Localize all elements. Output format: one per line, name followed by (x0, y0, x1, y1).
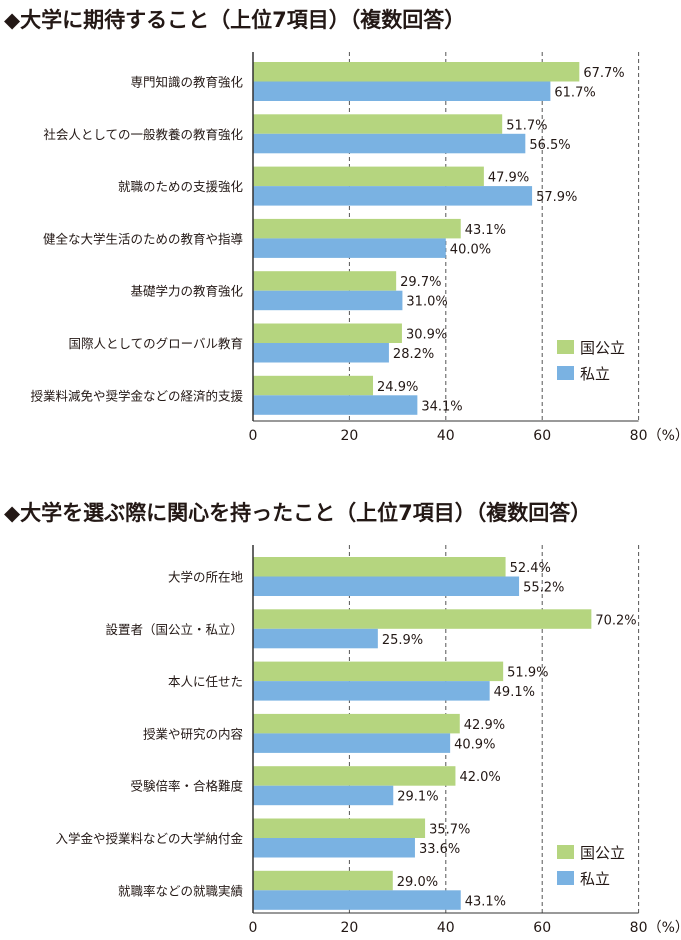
value-label: 29.7% (400, 275, 441, 290)
x-axis-unit: （%） (648, 920, 681, 936)
legend-label: 私立 (580, 870, 610, 888)
value-label: 40.9% (454, 737, 495, 752)
legend-label: 国公立 (580, 339, 625, 357)
category-label: 就職率などの就職実績 (118, 883, 243, 898)
bar-national (253, 818, 426, 838)
value-label: 70.2% (595, 613, 636, 628)
legend-swatch-private (557, 366, 574, 380)
category-label: 社会人としての一般教養の教育強化 (43, 127, 243, 142)
value-label: 40.0% (450, 242, 491, 257)
bar-private (253, 576, 520, 596)
x-tick-label: 20 (340, 428, 358, 444)
category-label: 就職のための支援強化 (118, 179, 244, 194)
category-label: 専門知識の教育強化 (130, 75, 243, 90)
bar-national (253, 375, 374, 396)
x-tick-label: 40 (437, 920, 455, 936)
bar-private (253, 290, 403, 311)
value-label: 49.1% (494, 685, 535, 700)
value-label: 29.0% (397, 875, 438, 890)
bar-private (253, 890, 461, 910)
value-label: 25.9% (382, 633, 423, 648)
x-tick-label: 60 (533, 428, 551, 444)
bar-private (253, 628, 378, 649)
value-label: 51.7% (506, 118, 547, 133)
value-label: 51.9% (507, 666, 548, 681)
bar-private (253, 81, 551, 101)
x-tick-label: 80 (630, 920, 648, 936)
bar-private (253, 186, 533, 206)
category-label: 本人に任せた (168, 674, 243, 689)
bar-national (253, 713, 460, 734)
value-label: 33.6% (419, 842, 460, 857)
legend-swatch-national (557, 340, 574, 354)
x-tick-label: 0 (249, 428, 258, 444)
x-tick-label: 80 (630, 428, 648, 444)
category-label: 大学の所在地 (168, 570, 244, 585)
value-label: 47.9% (488, 171, 529, 186)
value-label: 61.7% (554, 86, 595, 101)
category-label: 基礎学力の教育強化 (130, 284, 243, 299)
bar-private (253, 733, 451, 753)
value-label: 42.9% (464, 718, 505, 733)
value-label: 67.7% (583, 66, 624, 81)
bar-national (253, 609, 592, 629)
legend-swatch-national (557, 845, 574, 859)
bar-national (253, 661, 504, 682)
value-label: 24.9% (377, 380, 418, 395)
category-label: 入学金や授業料などの大学納付金 (55, 831, 243, 846)
value-label: 28.2% (393, 347, 434, 362)
category-label: 国際人としてのグローバル教育 (68, 336, 243, 351)
category-label: 設置者（国公立・私立） (105, 622, 243, 637)
bar-national (253, 766, 456, 786)
value-label: 52.4% (510, 561, 551, 576)
bar-private (253, 785, 394, 806)
legend-label: 国公立 (580, 844, 625, 862)
bar-national (253, 166, 484, 187)
category-label: 授業料減免や奨学金などの経済的支援 (30, 388, 243, 403)
category-label: 授業や研究の内容 (143, 726, 243, 741)
chart-title: ◆大学を選ぶ際に関心を持ったこと（上位7項目）（複数回答） (4, 501, 592, 525)
value-label: 57.9% (536, 190, 577, 205)
x-tick-label: 60 (533, 920, 551, 936)
value-label: 43.1% (465, 894, 506, 909)
category-label: 健全な大学生活のための教育や指導 (43, 231, 243, 246)
bar-private (253, 681, 490, 701)
x-tick-label: 20 (340, 920, 358, 936)
legend-swatch-private (557, 871, 574, 885)
bar-private (253, 838, 415, 858)
x-tick-label: 0 (249, 920, 258, 936)
bar-national (253, 323, 402, 343)
bar-national (253, 62, 580, 82)
bar-national (253, 114, 503, 134)
bar-national (253, 271, 397, 291)
value-label: 35.7% (429, 823, 470, 838)
value-label: 42.0% (459, 770, 500, 785)
chart-title: ◆大学に期待すること（上位7項目）（複数回答） (4, 8, 466, 32)
category-label: 受験倍率・合格難度 (130, 779, 243, 794)
value-label: 55.2% (523, 581, 564, 596)
bar-national (253, 218, 461, 239)
value-label: 31.0% (406, 295, 447, 310)
bar-national (253, 557, 506, 577)
value-label: 29.1% (397, 790, 438, 805)
chart-expectations: 67.7% 61.7% 専門知識の教育強化 51.7% 56.5% 社会人としての一般教養… (30, 52, 681, 444)
bar-private (253, 395, 418, 415)
value-label: 43.1% (465, 223, 506, 238)
x-tick-label: 40 (437, 428, 455, 444)
bar-private (253, 133, 526, 154)
x-axis-unit: （%） (648, 428, 681, 444)
value-label: 30.9% (406, 328, 447, 343)
bar-private (253, 343, 389, 363)
value-label: 34.1% (421, 399, 462, 414)
bar-private (253, 238, 446, 258)
legend-label: 私立 (580, 365, 610, 383)
value-label: 56.5% (529, 138, 570, 153)
bar-national (253, 870, 393, 891)
